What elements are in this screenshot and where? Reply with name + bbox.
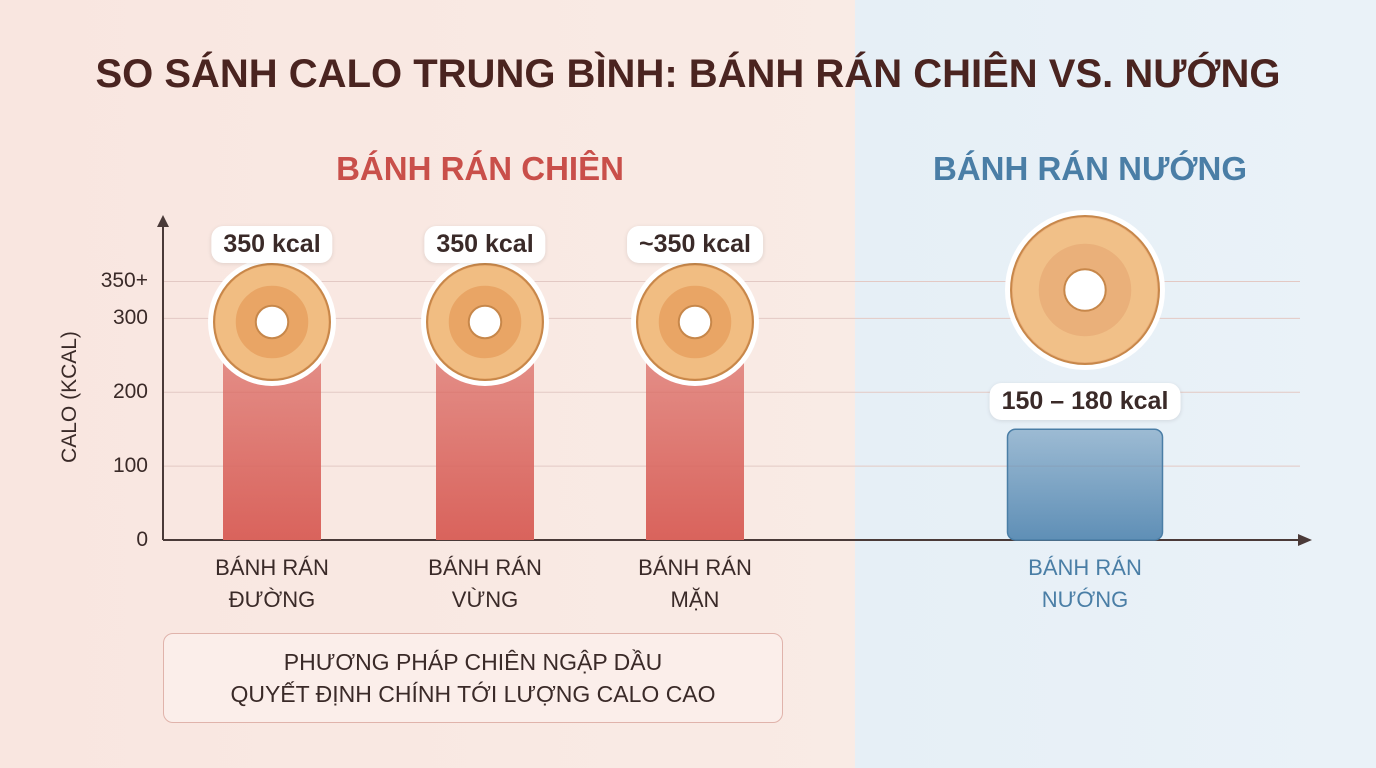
note-line: PHƯƠNG PHÁP CHIÊN NGẬP DẦU	[283, 649, 663, 675]
donut-glaze	[215, 265, 329, 379]
group-title: BÁNH RÁN CHIÊN	[336, 150, 624, 187]
donut-glaze	[1012, 217, 1158, 363]
bar	[1006, 428, 1164, 541]
note-line: QUYẾT ĐỊNH CHÍNH TỚI LƯỢNG CALO CAO	[230, 681, 716, 707]
x-tick-label: BÁNH RÁN ĐƯỜNG	[215, 555, 329, 612]
x-axis-arrow	[1298, 534, 1312, 546]
value-label: 350 kcal	[211, 226, 333, 263]
donut-glaze	[428, 265, 542, 379]
y-tick-label: 350+	[100, 269, 148, 293]
x-tick-label: BÁNH RÁN VỪNG	[428, 555, 542, 612]
value-label: 350 kcal	[424, 226, 546, 263]
y-tick-label: 200	[112, 380, 148, 404]
value-label: 150 – 180 kcal	[989, 383, 1181, 420]
x-tick-label: BÁNH RÁN NƯỚNG	[1028, 555, 1142, 612]
chart-title: SO SÁNH CALO TRUNG BÌNH: BÁNH RÁN CHIÊN …	[95, 52, 1281, 96]
value-label: ~350 kcal	[627, 226, 763, 263]
group-title: BÁNH RÁN NƯỚNG	[932, 150, 1247, 187]
donut-glaze	[638, 265, 752, 379]
y-axis-arrow	[157, 215, 169, 227]
y-tick-label: 0	[136, 528, 148, 551]
donut-hole	[254, 304, 290, 340]
donut-hole	[677, 304, 713, 340]
x-tick-label: BÁNH RÁN MẶN	[638, 555, 752, 612]
y-tick-label: 300	[112, 306, 148, 330]
y-tick-label: 100	[112, 454, 148, 478]
donut-hole	[1063, 268, 1107, 312]
donut-hole	[467, 304, 503, 340]
note-box: PHƯƠNG PHÁP CHIÊN NGẬP DẦU QUYẾT ĐỊNH CH…	[163, 633, 783, 723]
